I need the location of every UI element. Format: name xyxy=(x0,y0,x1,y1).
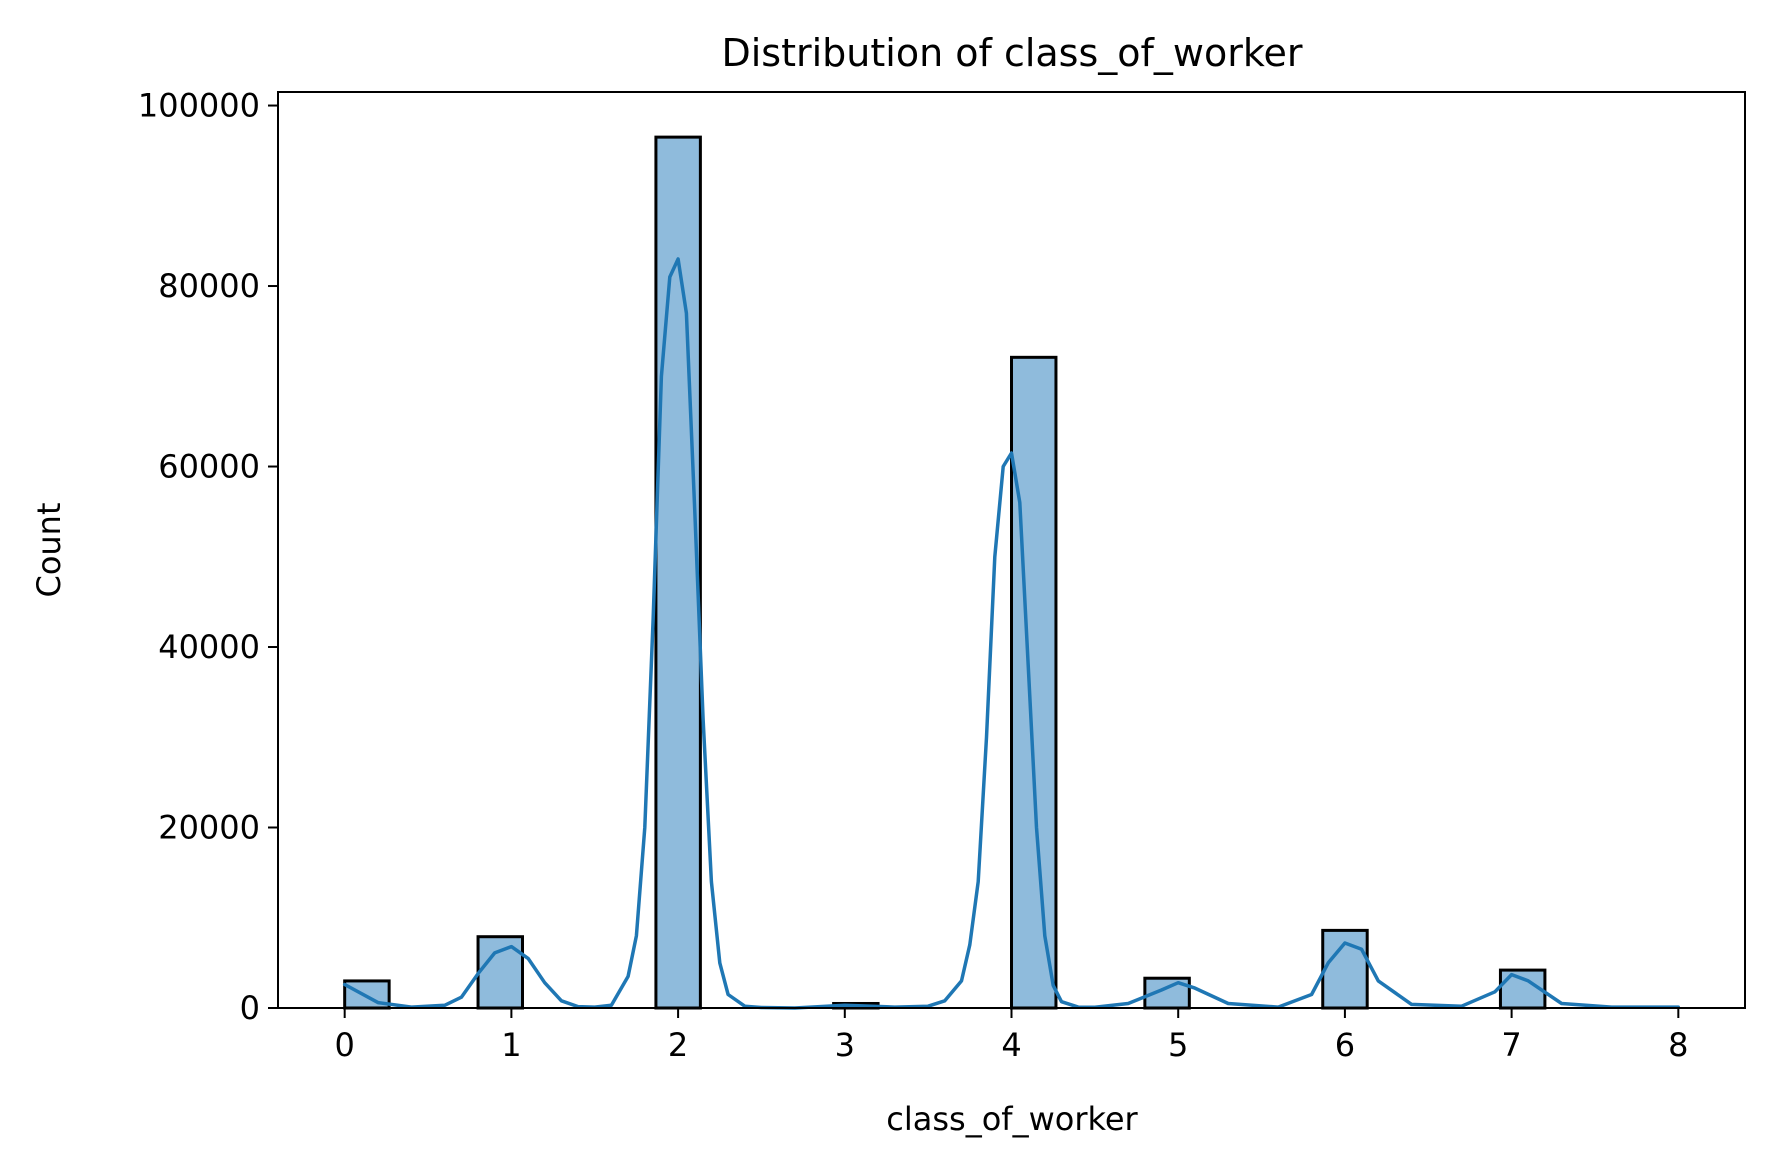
y-tick-label: 60000 xyxy=(158,448,260,486)
x-tick-label: 1 xyxy=(501,1026,521,1064)
x-tick-label: 7 xyxy=(1501,1026,1521,1064)
x-axis-ticks: 0 1 2 3 4 5 6 7 8 xyxy=(335,1008,1688,1064)
x-axis-label: class_of_worker xyxy=(886,1100,1138,1138)
x-tick-label: 3 xyxy=(835,1026,855,1064)
y-tick-label: 40000 xyxy=(158,628,260,666)
y-tick-label: 100000 xyxy=(138,87,260,125)
chart-title: Distribution of class_of_worker xyxy=(721,31,1302,75)
y-tick-label: 80000 xyxy=(158,267,260,305)
x-tick-label: 4 xyxy=(1001,1026,1021,1064)
y-tick-label: 20000 xyxy=(158,809,260,847)
histogram-bar-1 xyxy=(476,935,525,1010)
x-tick-label: 8 xyxy=(1668,1026,1688,1064)
x-tick-label: 5 xyxy=(1168,1026,1188,1064)
histogram-bar-4 xyxy=(1010,355,1058,1010)
x-tick-label: 2 xyxy=(668,1026,688,1064)
y-tick-label: 0 xyxy=(240,989,260,1027)
x-tick-label: 6 xyxy=(1335,1026,1355,1064)
kde-curve xyxy=(342,257,1681,1010)
histogram-bar-2 xyxy=(654,135,702,1010)
x-tick-label: 0 xyxy=(335,1026,355,1064)
y-axis-label: Count xyxy=(30,502,68,597)
y-axis-ticks: 0 20000 40000 60000 80000 100000 xyxy=(138,87,278,1027)
